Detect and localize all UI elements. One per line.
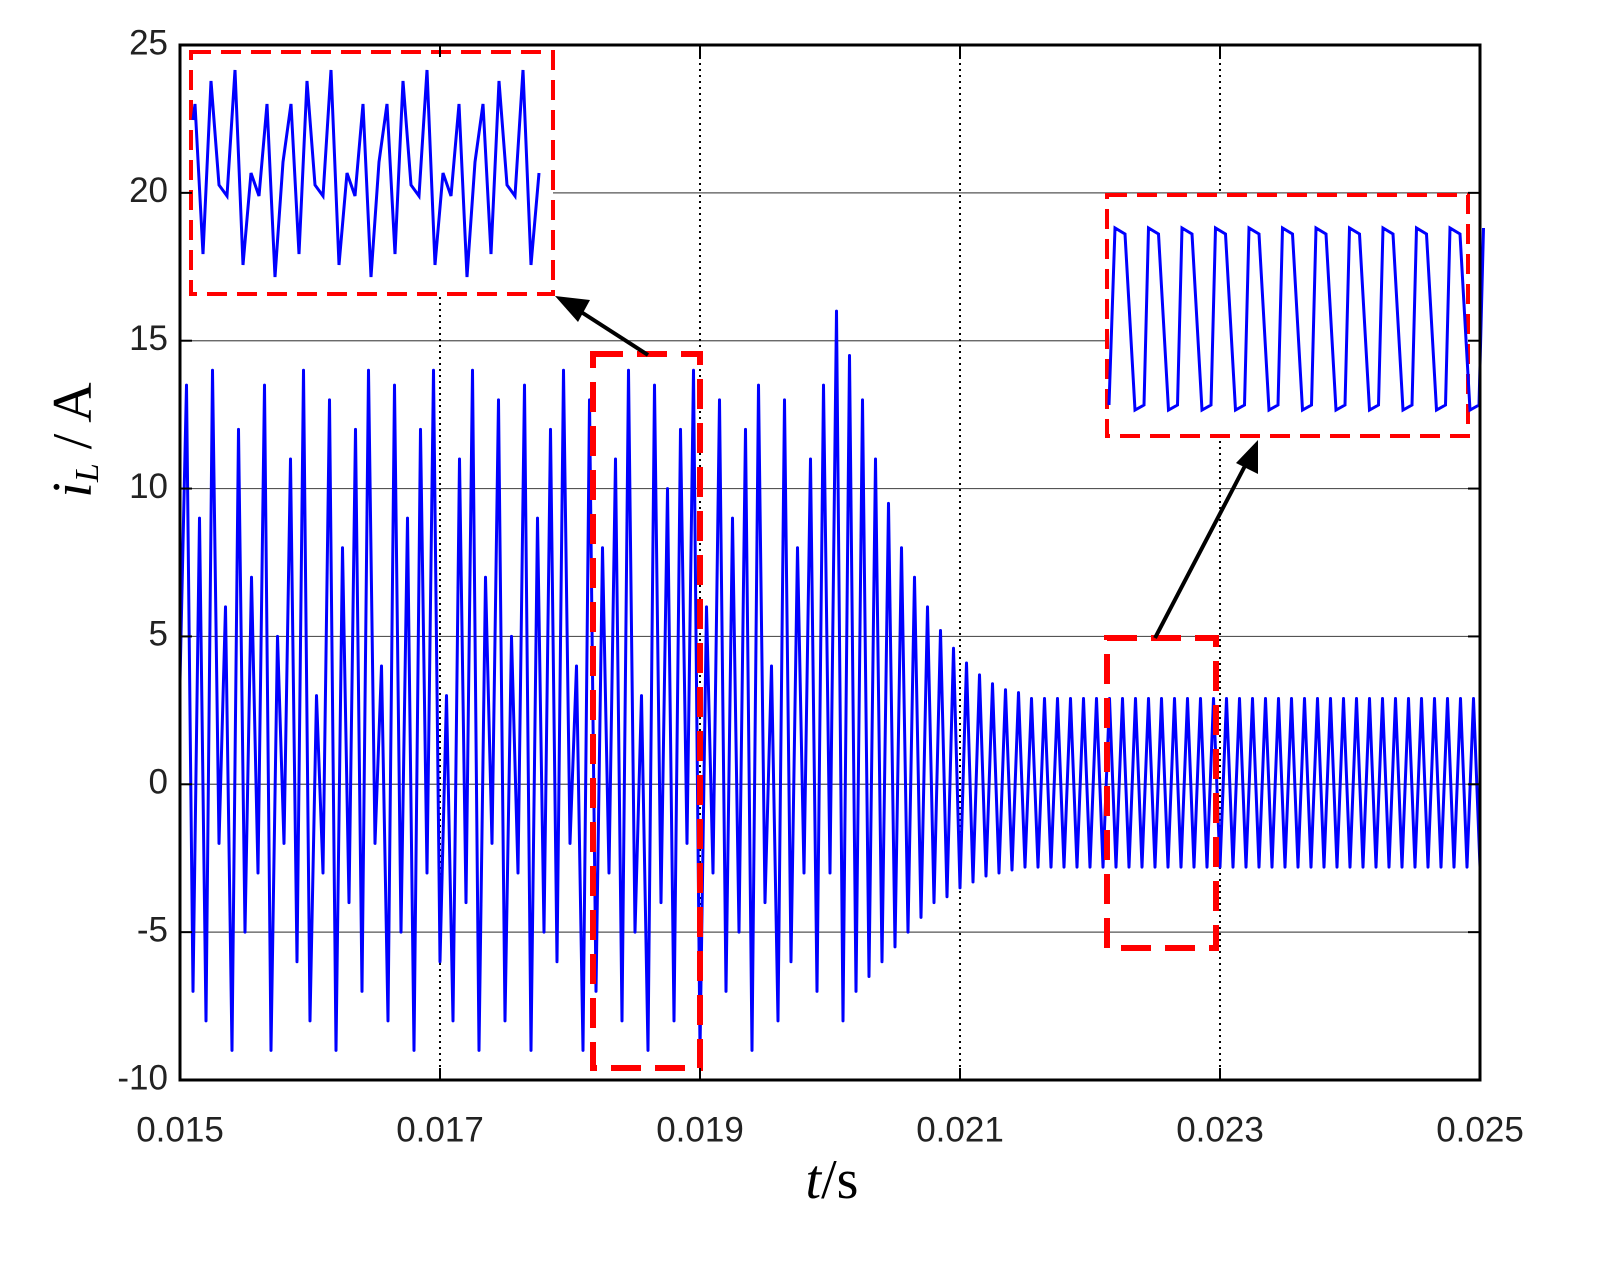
y-tick-label: 15 bbox=[129, 319, 168, 358]
y-tick-label: 0 bbox=[149, 763, 168, 802]
inset-waveform bbox=[1107, 225, 1485, 413]
axes-frame bbox=[178, 43, 1482, 1082]
x-label-var: t bbox=[806, 1149, 823, 1211]
arrow-head bbox=[555, 296, 590, 322]
arrow bbox=[573, 306, 650, 357]
y-label-sub: L bbox=[69, 463, 106, 483]
plot bbox=[178, 309, 1482, 1052]
y-label-unit: / A bbox=[42, 382, 104, 463]
y-tick-label: -5 bbox=[137, 910, 168, 949]
x-tick-label: 0.019 bbox=[656, 1110, 744, 1149]
x-axis-label: t/s bbox=[806, 1149, 859, 1211]
x-tick-label: 0.017 bbox=[396, 1110, 484, 1149]
x-tick-label: 0.015 bbox=[136, 1110, 224, 1149]
y-tick-label: 20 bbox=[129, 171, 168, 210]
arrow bbox=[1153, 461, 1249, 639]
zoom-annotations bbox=[189, 50, 1485, 1071]
y-tick-label: -10 bbox=[117, 1058, 168, 1097]
x-tick-label: 0.021 bbox=[916, 1110, 1004, 1149]
y-tick-label: 10 bbox=[129, 467, 168, 506]
line-series bbox=[178, 309, 1482, 1052]
x-tick-label: 0.023 bbox=[1176, 1110, 1264, 1149]
y-axis-label: iL / A bbox=[42, 382, 106, 498]
x-tick-label: 0.025 bbox=[1436, 1110, 1524, 1149]
x-label-unit: /s bbox=[821, 1149, 858, 1211]
arrow-head bbox=[1236, 440, 1258, 474]
y-tick-label: 25 bbox=[129, 23, 168, 62]
inset-waveform bbox=[191, 69, 541, 278]
zoom-box bbox=[1104, 635, 1219, 951]
y-label-var: i bbox=[42, 482, 104, 498]
y-tick-label: 5 bbox=[149, 615, 168, 654]
